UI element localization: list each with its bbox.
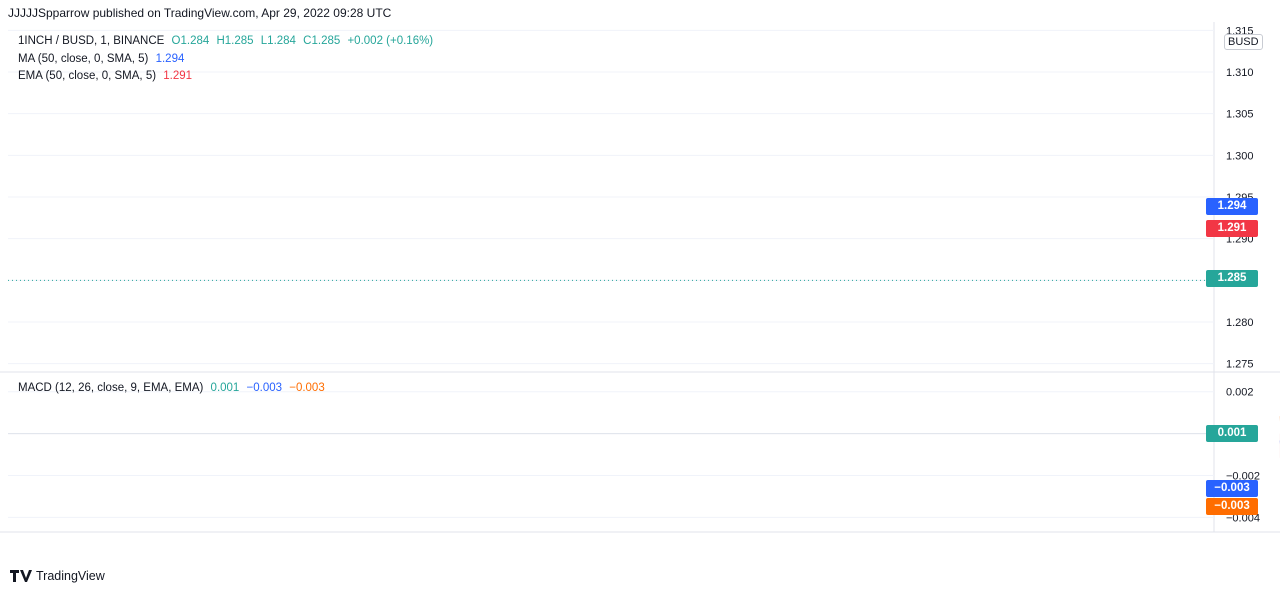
ma-price-tag: 1.294 [1206,198,1258,215]
tradingview-brand: TradingView [36,569,105,583]
macd-tick-label: −0.002 [1226,470,1260,482]
ma-label: MA (50, close, 0, SMA, 5) [18,53,149,65]
price-tick-label: 1.305 [1226,109,1254,121]
published-line: JJJJJSpparrow published on TradingView.c… [8,6,392,20]
symbol-legend: 1INCH / BUSD, 1, BINANCE O1.284 H1.285 L… [18,35,437,47]
currency-badge[interactable]: BUSD [1224,34,1263,50]
ma-value: 1.294 [155,53,185,65]
macd-tick-label: 0.002 [1226,387,1254,399]
macd-hist-value: 0.001 [210,382,240,394]
macd-line-value: −0.003 [246,382,283,394]
macd-line-tag: −0.003 [1206,480,1258,497]
ema-label: EMA (50, close, 0, SMA, 5) [18,70,157,82]
price-tick-label: 1.280 [1226,317,1254,329]
macd-tick-label: −0.004 [1226,512,1260,524]
ohlc-high: H1.285 [216,35,254,47]
tradingview-footer[interactable]: TradingView [10,569,105,583]
macd-hist-tag: 0.001 [1206,425,1258,442]
price-tick-label: 1.275 [1226,359,1254,371]
tradingview-logo-icon [10,570,32,582]
ema-legend[interactable]: EMA (50, close, 0, SMA, 5) 1.291 [18,70,196,82]
symbol-name: 1INCH / BUSD, 1, BINANCE [18,35,165,47]
ema-value: 1.291 [163,70,193,82]
price-tick-label: 1.300 [1226,150,1254,162]
macd-signal-tag: −0.003 [1206,498,1258,515]
ma-legend[interactable]: MA (50, close, 0, SMA, 5) 1.294 [18,53,188,65]
price-change: +0.002 (+0.16%) [347,35,434,47]
macd-legend[interactable]: MACD (12, 26, close, 9, EMA, EMA) 0.001 … [18,382,329,394]
ema-price-tag: 1.291 [1206,220,1258,237]
ohlc-open: O1.284 [171,35,210,47]
last-price-tag: 1.285 [1206,270,1258,287]
ohlc-low: L1.284 [260,35,296,47]
macd-signal-value: −0.003 [289,382,325,394]
price-tick-label: 1.310 [1226,67,1254,79]
macd-label: MACD (12, 26, close, 9, EMA, EMA) [18,382,204,394]
ohlc-close: C1.285 [303,35,341,47]
